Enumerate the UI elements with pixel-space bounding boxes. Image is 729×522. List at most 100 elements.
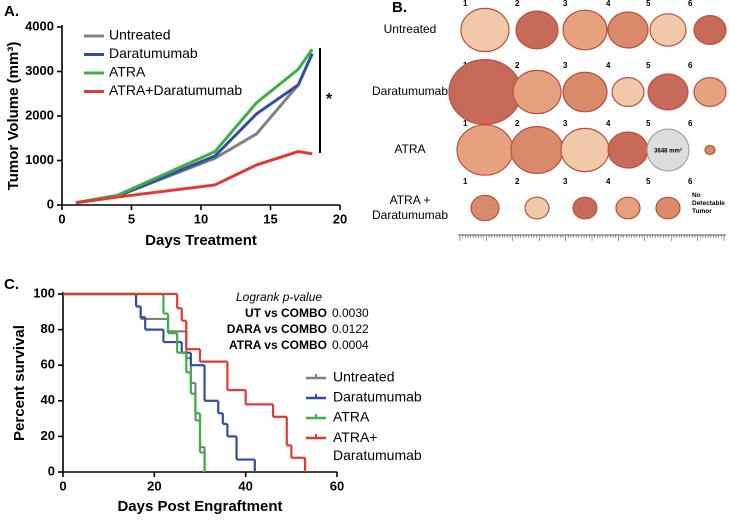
tumor — [456, 124, 514, 176]
x-tick-label: 20 — [333, 211, 347, 226]
specimen-number: 2 — [515, 177, 520, 186]
tumor — [607, 11, 649, 49]
row-label: Untreated — [384, 22, 437, 36]
tumor — [460, 7, 510, 53]
specimen-number: 2 — [515, 61, 520, 70]
y-tick-label: 0 — [48, 463, 55, 478]
y-tick-label: 100 — [33, 285, 55, 300]
logrank-title: Logrank p-value — [236, 290, 322, 304]
series-line — [75, 150, 313, 205]
specimen-number: 6 — [688, 0, 693, 8]
logrank-comparison: ATRA vs COMBO — [229, 338, 327, 352]
x-tick-label: 5 — [128, 211, 135, 226]
specimen-number: 6 — [688, 177, 693, 186]
legend-label: ATRA+ Daratumumab — [333, 429, 422, 463]
tumor — [515, 10, 559, 50]
x-tick-label: 0 — [59, 478, 66, 493]
x-tick-label: 10 — [194, 211, 208, 226]
tumor — [470, 194, 500, 222]
legend-line: Daratumumab — [333, 447, 422, 463]
no-tumor-note: No Detectable Tumor — [692, 192, 725, 215]
size-note: 3648 mm³ — [654, 148, 682, 155]
specimen-number: 5 — [646, 177, 651, 186]
y-tick-label: 80 — [41, 321, 55, 336]
logrank-pvalue: 0.0004 — [332, 338, 369, 352]
specimen-number: 3 — [563, 177, 568, 186]
note-line: Tumor — [692, 208, 712, 215]
note-line: No — [692, 192, 701, 199]
specimen-number: 3 — [563, 119, 568, 128]
tumor — [611, 76, 645, 107]
x-tick-label: 60 — [330, 478, 344, 493]
specimen-number: 4 — [606, 177, 611, 186]
tumor — [607, 131, 649, 169]
x-axis-label: Days Post Engraftment — [117, 498, 282, 515]
logrank-comparison: DARA vs COMBO — [227, 322, 327, 336]
note-line: Detectable — [692, 200, 725, 207]
tumor — [510, 125, 564, 174]
tumor — [560, 127, 610, 173]
x-tick-label: 0 — [58, 211, 65, 226]
y-tick-label: 20 — [41, 428, 55, 443]
specimen-number: 1 — [463, 119, 468, 128]
y-tick-label: 60 — [41, 357, 55, 372]
x-axis-label: Days Treatment — [145, 232, 257, 249]
specimen-number: 6 — [688, 119, 693, 128]
specimen-number: 3 — [563, 0, 568, 8]
legend-line: ATRA+ — [333, 429, 377, 445]
legend-label: Daratumumab — [333, 389, 422, 405]
tumor — [448, 58, 522, 126]
row-label: ATRA + Daratumumab — [372, 193, 448, 222]
row-label-line: ATRA + — [390, 193, 431, 207]
tumor — [693, 76, 727, 107]
tumor — [512, 69, 562, 115]
panel-label: A. — [4, 3, 19, 20]
specimen-number: 4 — [606, 61, 611, 70]
legend-label: Untreated — [109, 27, 170, 43]
specimen-number: 5 — [646, 0, 651, 8]
y-tick-label: 4000 — [25, 18, 54, 33]
specimen-number: 2 — [515, 0, 520, 8]
tumor — [655, 196, 681, 220]
row-label: ATRA — [394, 142, 425, 156]
row-label: Daratumumab — [372, 84, 448, 98]
tumor — [562, 71, 608, 113]
x-tick-label: 20 — [147, 478, 161, 493]
tumor — [649, 13, 687, 47]
panel-label: C. — [4, 276, 19, 293]
logrank-pvalue: 0.0122 — [332, 322, 369, 336]
specimen-number: 1 — [463, 0, 468, 8]
tumor — [704, 144, 716, 156]
tumor — [615, 196, 641, 220]
y-tick-label: 0 — [47, 196, 54, 211]
y-tick-label: 40 — [41, 392, 55, 407]
tumor — [693, 15, 727, 45]
specimen-number: 4 — [606, 0, 611, 8]
tumor — [562, 9, 608, 51]
panel-label: B. — [392, 0, 407, 16]
legend-label: ATRA — [333, 409, 370, 425]
legend-label: ATRA — [109, 64, 146, 80]
y-tick-label: 3000 — [25, 63, 54, 78]
x-tick-label: 15 — [263, 211, 277, 226]
specimen-number: 6 — [688, 61, 693, 70]
y-axis-label: Percent survival — [11, 325, 28, 441]
y-tick-label: 2000 — [25, 107, 54, 122]
specimen-number: 2 — [515, 119, 520, 128]
tumor — [524, 196, 550, 220]
legend-label: Daratumumab — [109, 45, 198, 61]
legend-label: ATRA+Daratumumab — [109, 82, 242, 98]
logrank-pvalue: 0.0030 — [332, 306, 369, 320]
tumor — [647, 73, 689, 111]
specimen-number: 1 — [463, 177, 468, 186]
annotation: * — [326, 91, 333, 108]
x-tick-label: 40 — [238, 478, 252, 493]
specimen-number: 3 — [563, 61, 568, 70]
row-label-line: Daratumumab — [372, 208, 448, 222]
logrank-comparison: UT vs COMBO — [245, 306, 327, 320]
legend-label: Untreated — [333, 369, 394, 385]
size-marker — [646, 128, 690, 172]
tumor — [572, 196, 598, 220]
y-axis-label: Tumor Volume (mm³) — [5, 42, 22, 191]
